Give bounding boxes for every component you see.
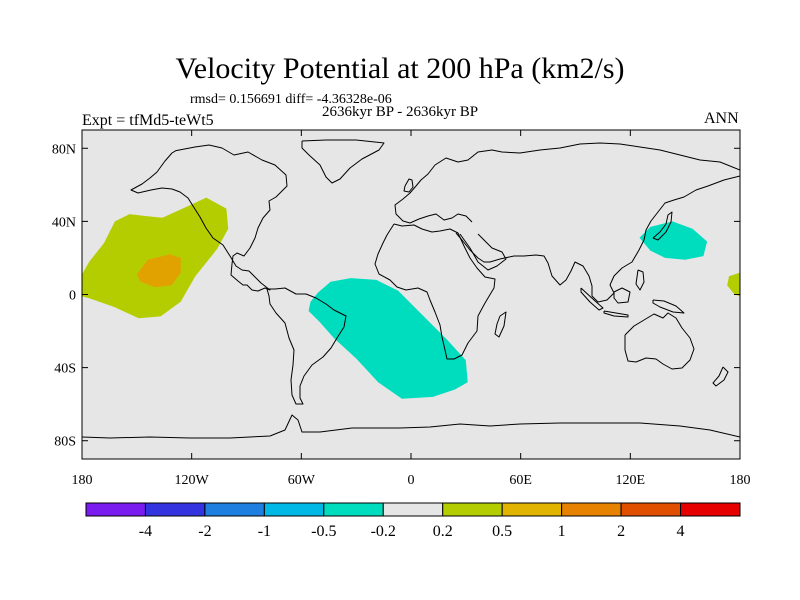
colorbar-swatch bbox=[323, 502, 384, 517]
colorbar-label: 0.5 bbox=[492, 523, 512, 540]
colorbar-swatch bbox=[680, 502, 741, 517]
coastline-mediterranean bbox=[409, 213, 473, 224]
lat-tick-label: 80N bbox=[52, 142, 76, 157]
lat-tick-label: 40S bbox=[54, 362, 76, 377]
anomaly-regions bbox=[82, 197, 740, 399]
west-pacific-negative-anomaly bbox=[639, 221, 708, 260]
coastlines bbox=[82, 139, 740, 439]
colorbar: -4 -2 -1 -0.5 -0.2 0.2 0.5 1 2 4 bbox=[85, 502, 741, 540]
lon-tick-label: 180 bbox=[72, 473, 93, 488]
coastline-madagascar bbox=[494, 311, 507, 338]
colorbar-label: -0.2 bbox=[371, 523, 396, 540]
colorbar-label: 4 bbox=[677, 523, 685, 540]
coastline-antarctica bbox=[82, 414, 740, 439]
coastline-japan bbox=[652, 211, 673, 241]
coastline-australia bbox=[624, 312, 695, 370]
coastline-borneo bbox=[613, 287, 631, 304]
latitude-axis: 80N 40N 0 40S 80S bbox=[52, 142, 740, 450]
colorbar-label: -4 bbox=[139, 523, 152, 540]
coastline-south-america bbox=[266, 287, 347, 405]
colorbar-label: 1 bbox=[558, 523, 566, 540]
coastline-java bbox=[603, 310, 629, 318]
colorbar-swatch bbox=[263, 502, 325, 517]
coastline-east-asia bbox=[455, 175, 740, 303]
north-pacific-positive-anomaly bbox=[82, 197, 229, 319]
rmsd-diff-stats: rmsd= 0.156691 diff= -4.36328e-06 bbox=[190, 92, 392, 107]
colorbar-label: -0.5 bbox=[311, 523, 336, 540]
coastline-new-zealand bbox=[712, 366, 729, 387]
coastline-arabia bbox=[459, 233, 507, 271]
map-background bbox=[82, 130, 740, 459]
plot-title: Velocity Potential at 200 hPa (km2/s) bbox=[175, 52, 625, 85]
time-period-label: 2636kyr BP - 2636kyr BP bbox=[322, 104, 479, 120]
colorbar-label: 2 bbox=[617, 523, 625, 540]
coastline-philippines bbox=[635, 269, 645, 291]
lon-tick-label: 120E bbox=[616, 473, 646, 488]
lon-tick-label: 180 bbox=[730, 473, 751, 488]
colorbar-label: 0.2 bbox=[433, 523, 453, 540]
colorbar-swatch bbox=[382, 502, 444, 517]
dateline-positive-anomaly bbox=[727, 272, 740, 297]
lon-tick-label: 120W bbox=[175, 473, 210, 488]
lon-tick-label: 60E bbox=[509, 473, 532, 488]
season-label: ANN bbox=[704, 110, 739, 127]
coastline-north-america bbox=[130, 144, 288, 292]
coastline-greenland bbox=[301, 139, 385, 184]
north-pacific-core-anomaly bbox=[136, 254, 181, 288]
colorbar-swatch bbox=[501, 502, 563, 517]
colorbar-swatch bbox=[204, 502, 265, 517]
colorbar-swatch bbox=[442, 502, 503, 517]
colorbar-label: -1 bbox=[258, 523, 271, 540]
colorbar-label: -2 bbox=[198, 523, 211, 540]
coastline-british-isles bbox=[403, 178, 414, 193]
coastline-new-guinea bbox=[652, 299, 685, 314]
lat-tick-label: 80S bbox=[54, 435, 76, 450]
coastline-africa bbox=[374, 223, 496, 360]
colorbar-swatch bbox=[85, 502, 146, 517]
longitude-axis: 180 120W 60W 0 60E 120E 180 bbox=[72, 130, 751, 488]
colorbar-swatch bbox=[561, 502, 622, 517]
colorbar-swatch bbox=[144, 502, 206, 517]
lat-tick-label: 0 bbox=[69, 289, 76, 304]
lat-tick-label: 40N bbox=[52, 215, 76, 230]
experiment-label: Expt = tfMd5-teWt5 bbox=[82, 112, 214, 129]
colorbar-swatch bbox=[620, 502, 682, 517]
south-atlantic-negative-anomaly bbox=[308, 278, 468, 399]
lon-tick-label: 60W bbox=[288, 473, 316, 488]
coastline-sumatra bbox=[580, 287, 604, 311]
coastline-eurasia bbox=[394, 142, 740, 224]
lon-tick-label: 0 bbox=[408, 473, 415, 488]
